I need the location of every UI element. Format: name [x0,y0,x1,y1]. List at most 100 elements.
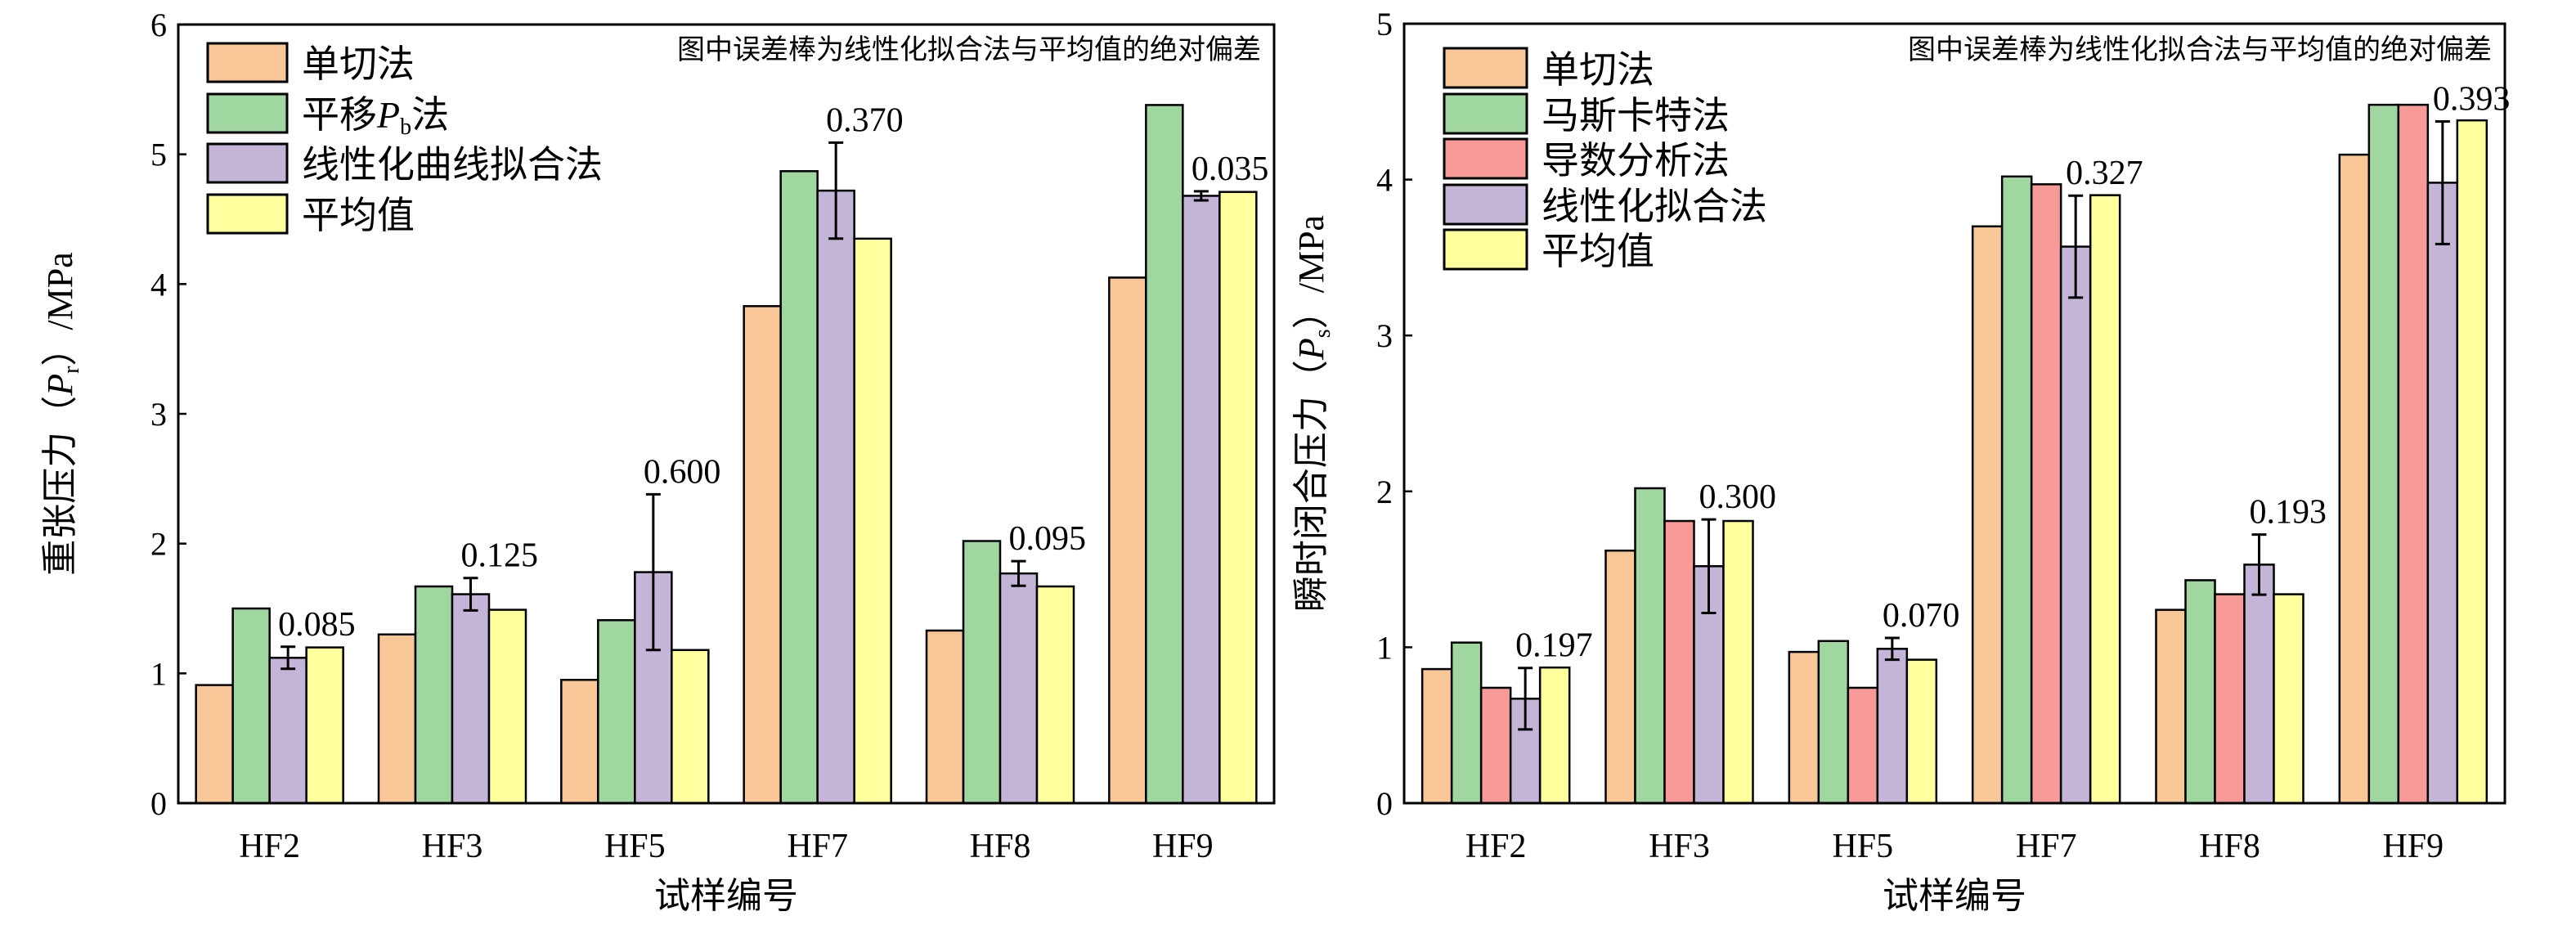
x-tick-label-HF3: HF3 [422,828,483,865]
bar-HF2-series-2 [231,607,271,805]
legend-swatch-2 [1443,92,1528,135]
bar-HF5-series-1 [560,679,599,805]
legend-label-3: 线性化曲线拟合法 [302,144,603,186]
bar-HF5-series-4 [671,649,710,805]
error-label-HF7: 0.370 [826,101,904,139]
y-tick-label: 5 [1376,6,1393,43]
y-tick-label: 1 [1376,629,1393,666]
bar-HF5-series-2 [1817,640,1850,805]
bar-HF7-series-5 [2089,194,2121,805]
y-axis-title-text: ）/MPa [1291,215,1331,329]
legend-label-3: 导数分析法 [1542,140,1730,182]
legend-label-2-text: 法 [411,94,449,136]
bar-HF7-series-2 [779,170,819,805]
bar-HF8-series-4 [1035,585,1075,805]
x-tick-label-HF3: HF3 [1649,828,1710,865]
bar-HF9-series-4 [2426,182,2459,805]
bar-HF8-series-5 [2273,593,2304,805]
legend-label-1-text: 单切法 [1542,49,1654,91]
bar-HF8-series-1 [2155,608,2187,805]
bar-HF8-series-3 [999,572,1039,805]
y-axis-title-var: P [40,374,80,397]
y-axis-title-text: 重张压力（ [40,396,80,576]
bar-HF9-series-4 [1218,191,1258,805]
bar-HF7-series-3 [2030,183,2062,805]
bar-HF9-series-1 [2338,153,2371,805]
bar-HF2-series-1 [195,684,234,805]
error-label-HF2: 0.085 [278,606,356,644]
legend-label-5: 平均值 [1542,231,1654,272]
y-tick-label: 1 [150,655,167,692]
x-tick-label-HF8: HF8 [970,828,1031,865]
legend-label-4: 平均值 [302,195,415,236]
y-tick-label: 3 [1376,317,1393,354]
bar-HF3-series-3 [1663,519,1695,805]
bar-HF3-series-3 [451,593,491,805]
bar-HF7-series-1 [1971,225,2004,805]
legend-label-3-text: 线性化曲线拟合法 [302,144,603,186]
bar-HF9-series-2 [2367,103,2400,805]
y-axis-title-sub: r [59,366,84,374]
annotation-note: 图中误差棒为线性化拟合法与平均值的绝对偏差 [677,34,1261,65]
y-tick-label: 3 [150,396,167,433]
bar-HF9-series-2 [1145,104,1184,805]
y-tick-label: 2 [1376,474,1393,510]
bar-HF9-series-5 [2456,119,2488,805]
bar-HF3-series-1 [377,633,417,805]
bar-HF8-series-2 [2184,579,2216,805]
bar-HF8-series-2 [962,540,1002,805]
bar-HF5-series-2 [597,619,636,805]
legend-label-4-text: 线性化拟合法 [1542,186,1767,227]
bar-HF2-series-5 [1538,666,1571,805]
legend-label-4: 线性化拟合法 [1542,186,1767,227]
x-tick-label-HF9: HF9 [2382,828,2444,865]
y-axis-title-var: P [1291,338,1331,361]
x-axis-title: 试样编号 [654,876,798,916]
bar-HF9-series-3 [1182,195,1221,805]
bar-HF2-series-2 [1450,641,1483,805]
bar-HF5-series-1 [1788,650,1820,805]
bar-HF8-series-4 [2243,564,2275,805]
y-tick-label: 0 [150,785,167,822]
x-tick-label-HF9: HF9 [1152,828,1214,865]
x-tick-label-HF2: HF2 [239,828,300,865]
bar-HF8-series-3 [2214,593,2246,805]
y-axis-title-group: 重张压力（Pr）/MPa [40,252,84,576]
legend-label-1-text: 单切法 [302,43,415,85]
bar-HF5-series-4 [1876,648,1909,805]
chart-2: 0.197 HF2 0.300 HF3 0.070 HF5 0.327 HF7 0.193 HF8… [1291,6,2510,916]
bar-HF3-series-2 [1634,487,1666,805]
y-tick-label: 6 [150,7,167,43]
legend-swatch-1 [1443,47,1528,89]
bar-HF3-series-5 [1722,519,1754,805]
error-label-HF8: 0.095 [1009,520,1087,558]
y-axis-title-text: ）/MPa [40,252,80,366]
bar-HF7-series-2 [2000,175,2033,805]
y-axis-title: 瞬时闭合压力（Ps）/MPa [1291,215,1335,612]
bar-HF5-series-3 [1847,686,1879,805]
y-tick-label: 4 [1376,162,1393,199]
bar-HF7-series-4 [2059,245,2092,805]
plot-frame [1402,22,2506,805]
bar-HF2-series-3 [1479,686,1512,805]
legend-swatch-4 [1443,183,1528,226]
y-tick-label: 0 [1376,785,1393,822]
legend-swatch-1 [206,42,289,83]
bar-HF3-series-2 [414,585,454,805]
error-label-HF9: 0.393 [2433,81,2511,119]
error-label-HF2: 0.197 [1515,627,1593,665]
legend-label-2-sub: b [400,115,411,140]
bar-HF2-series-4 [305,646,344,805]
legend-swatch-4 [206,193,289,235]
legend-label-2: 马斯卡特法 [1542,95,1730,137]
legend-swatch-5 [1443,228,1528,271]
bar-HF8-series-1 [925,629,965,805]
y-tick-label: 5 [150,137,167,173]
bar-HF7-series-1 [743,305,782,805]
legend-label-3-text: 导数分析法 [1542,140,1730,182]
legend-label-2-var: P [376,94,400,136]
error-label-HF9: 0.035 [1192,150,1269,188]
y-tick-label: 2 [150,526,167,563]
bar-HF2-series-3 [268,657,307,805]
